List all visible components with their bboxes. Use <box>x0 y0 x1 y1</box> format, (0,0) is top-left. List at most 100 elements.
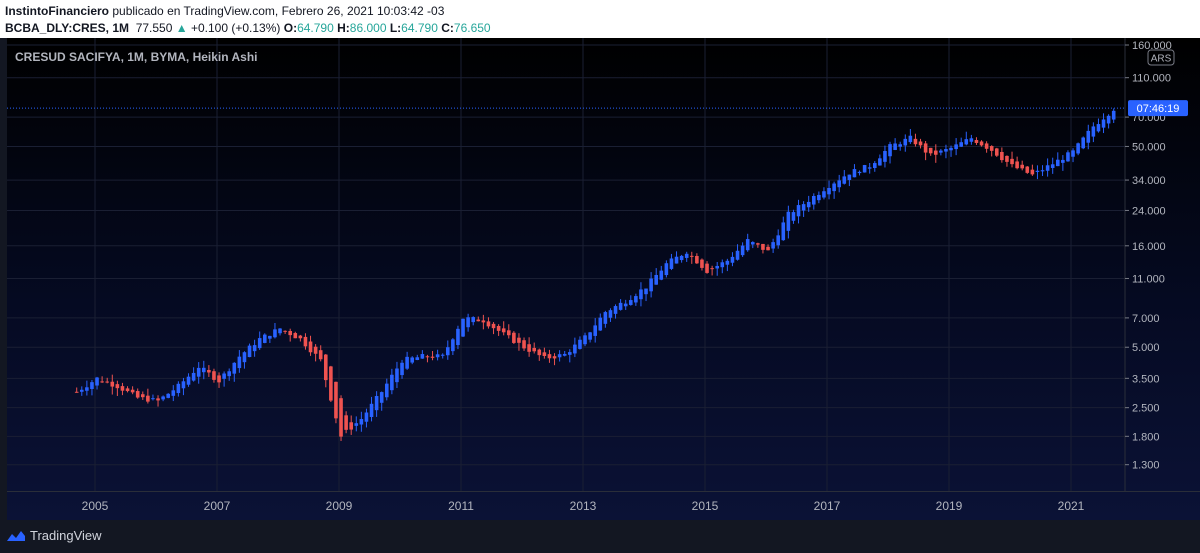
candle <box>466 313 470 332</box>
candle-body <box>644 288 648 295</box>
candle-body <box>247 345 252 358</box>
candle-body <box>445 347 450 356</box>
candle <box>1091 122 1096 143</box>
candle-body <box>527 344 531 352</box>
candle <box>867 163 872 174</box>
candle-body <box>349 422 353 430</box>
candle-body <box>567 352 572 355</box>
candle <box>79 386 84 396</box>
y-tick-label: 11.000 <box>1132 273 1165 285</box>
candles-group <box>74 108 1116 441</box>
candle <box>1030 164 1035 176</box>
candle-body <box>1015 161 1019 169</box>
candle-body <box>817 194 821 201</box>
candle-body <box>212 371 216 380</box>
candle-body <box>944 149 948 152</box>
candle <box>588 331 592 343</box>
candle <box>796 199 801 224</box>
candle <box>908 128 913 144</box>
time-axis[interactable]: 2005 2007 2009 2011 2013 2015 2017 2019 2021 <box>82 499 1085 513</box>
candle <box>125 386 130 393</box>
candle <box>354 416 359 432</box>
candle-body <box>689 255 694 257</box>
candle <box>1035 165 1040 180</box>
candle-body <box>578 339 582 349</box>
candle-body <box>613 306 618 314</box>
candle <box>278 328 282 336</box>
high-label: H: <box>337 21 350 35</box>
candle <box>573 337 577 358</box>
candle-body <box>405 356 409 369</box>
candle <box>933 144 938 163</box>
tradingview-brand[interactable]: TradingView <box>30 528 102 543</box>
candle <box>207 365 211 377</box>
candle-body <box>893 143 897 150</box>
candle <box>273 322 277 339</box>
published-text: publicado en TradingView.com, Febrero 26… <box>112 4 445 18</box>
candle-body <box>135 391 140 398</box>
candle <box>1025 166 1030 174</box>
candle <box>323 353 328 388</box>
candle-body <box>771 242 775 249</box>
x-tick-label: 2019 <box>936 499 963 513</box>
price-axis[interactable]: 160.000110.00070.00050.00034.00024.00016… <box>1125 40 1172 472</box>
candle <box>898 141 902 151</box>
tradingview-logo-icon[interactable] <box>6 528 26 544</box>
candle <box>745 233 750 252</box>
candle-body <box>451 339 455 352</box>
candle-body <box>85 387 89 391</box>
candle-body <box>811 195 816 205</box>
countdown-label: 07:46:19 <box>1137 103 1180 115</box>
candle <box>837 174 841 193</box>
y-tick-label: 110.000 <box>1132 73 1171 85</box>
candle-body <box>756 243 760 245</box>
y-tick-label: 34.000 <box>1132 175 1166 187</box>
price-chart[interactable]: 160.000110.00070.00050.00034.00024.00016… <box>7 38 1200 520</box>
candle <box>1045 158 1050 177</box>
candle <box>928 147 933 156</box>
candle-body <box>918 141 923 146</box>
candle <box>700 258 704 271</box>
candle <box>822 187 826 200</box>
candle <box>989 145 994 157</box>
candle <box>212 368 216 383</box>
x-tick-label: 2007 <box>204 499 231 513</box>
currency-badge[interactable]: ARS <box>1147 49 1175 66</box>
candle-body <box>461 318 465 337</box>
chart-pane[interactable]: 160.000 110.000 70.000 50.000 34.000 24.000 16… <box>7 38 1200 520</box>
candle-body <box>664 263 669 276</box>
candle <box>593 318 597 343</box>
author-name[interactable]: InstintoFinanciero <box>5 4 110 18</box>
candle-body <box>334 381 338 419</box>
candle-body <box>369 403 374 417</box>
candle-body <box>95 377 99 386</box>
candle-body <box>430 356 435 358</box>
candle <box>903 134 908 152</box>
candle <box>644 288 648 302</box>
candle <box>308 335 313 356</box>
candle-body <box>628 300 633 305</box>
candle-body <box>776 235 780 246</box>
candle-body <box>928 147 933 154</box>
candle <box>964 131 969 146</box>
candle-body <box>695 255 699 264</box>
y-tick-label: 5.000 <box>1132 342 1160 354</box>
candle-body <box>984 143 989 149</box>
candle <box>161 395 165 402</box>
candle <box>227 368 231 381</box>
candle-body <box>979 141 984 146</box>
candle-body <box>227 371 231 377</box>
candle <box>786 205 791 239</box>
candle <box>608 308 613 322</box>
candle-body <box>217 375 221 383</box>
candle <box>1005 155 1009 167</box>
candle <box>542 347 547 359</box>
candle-body <box>674 256 679 264</box>
candle <box>491 322 496 335</box>
candle-body <box>364 412 369 422</box>
candle <box>196 362 201 384</box>
candle <box>613 304 618 319</box>
candle-body <box>730 256 735 263</box>
candle-body <box>542 352 547 356</box>
candle <box>1055 152 1060 167</box>
